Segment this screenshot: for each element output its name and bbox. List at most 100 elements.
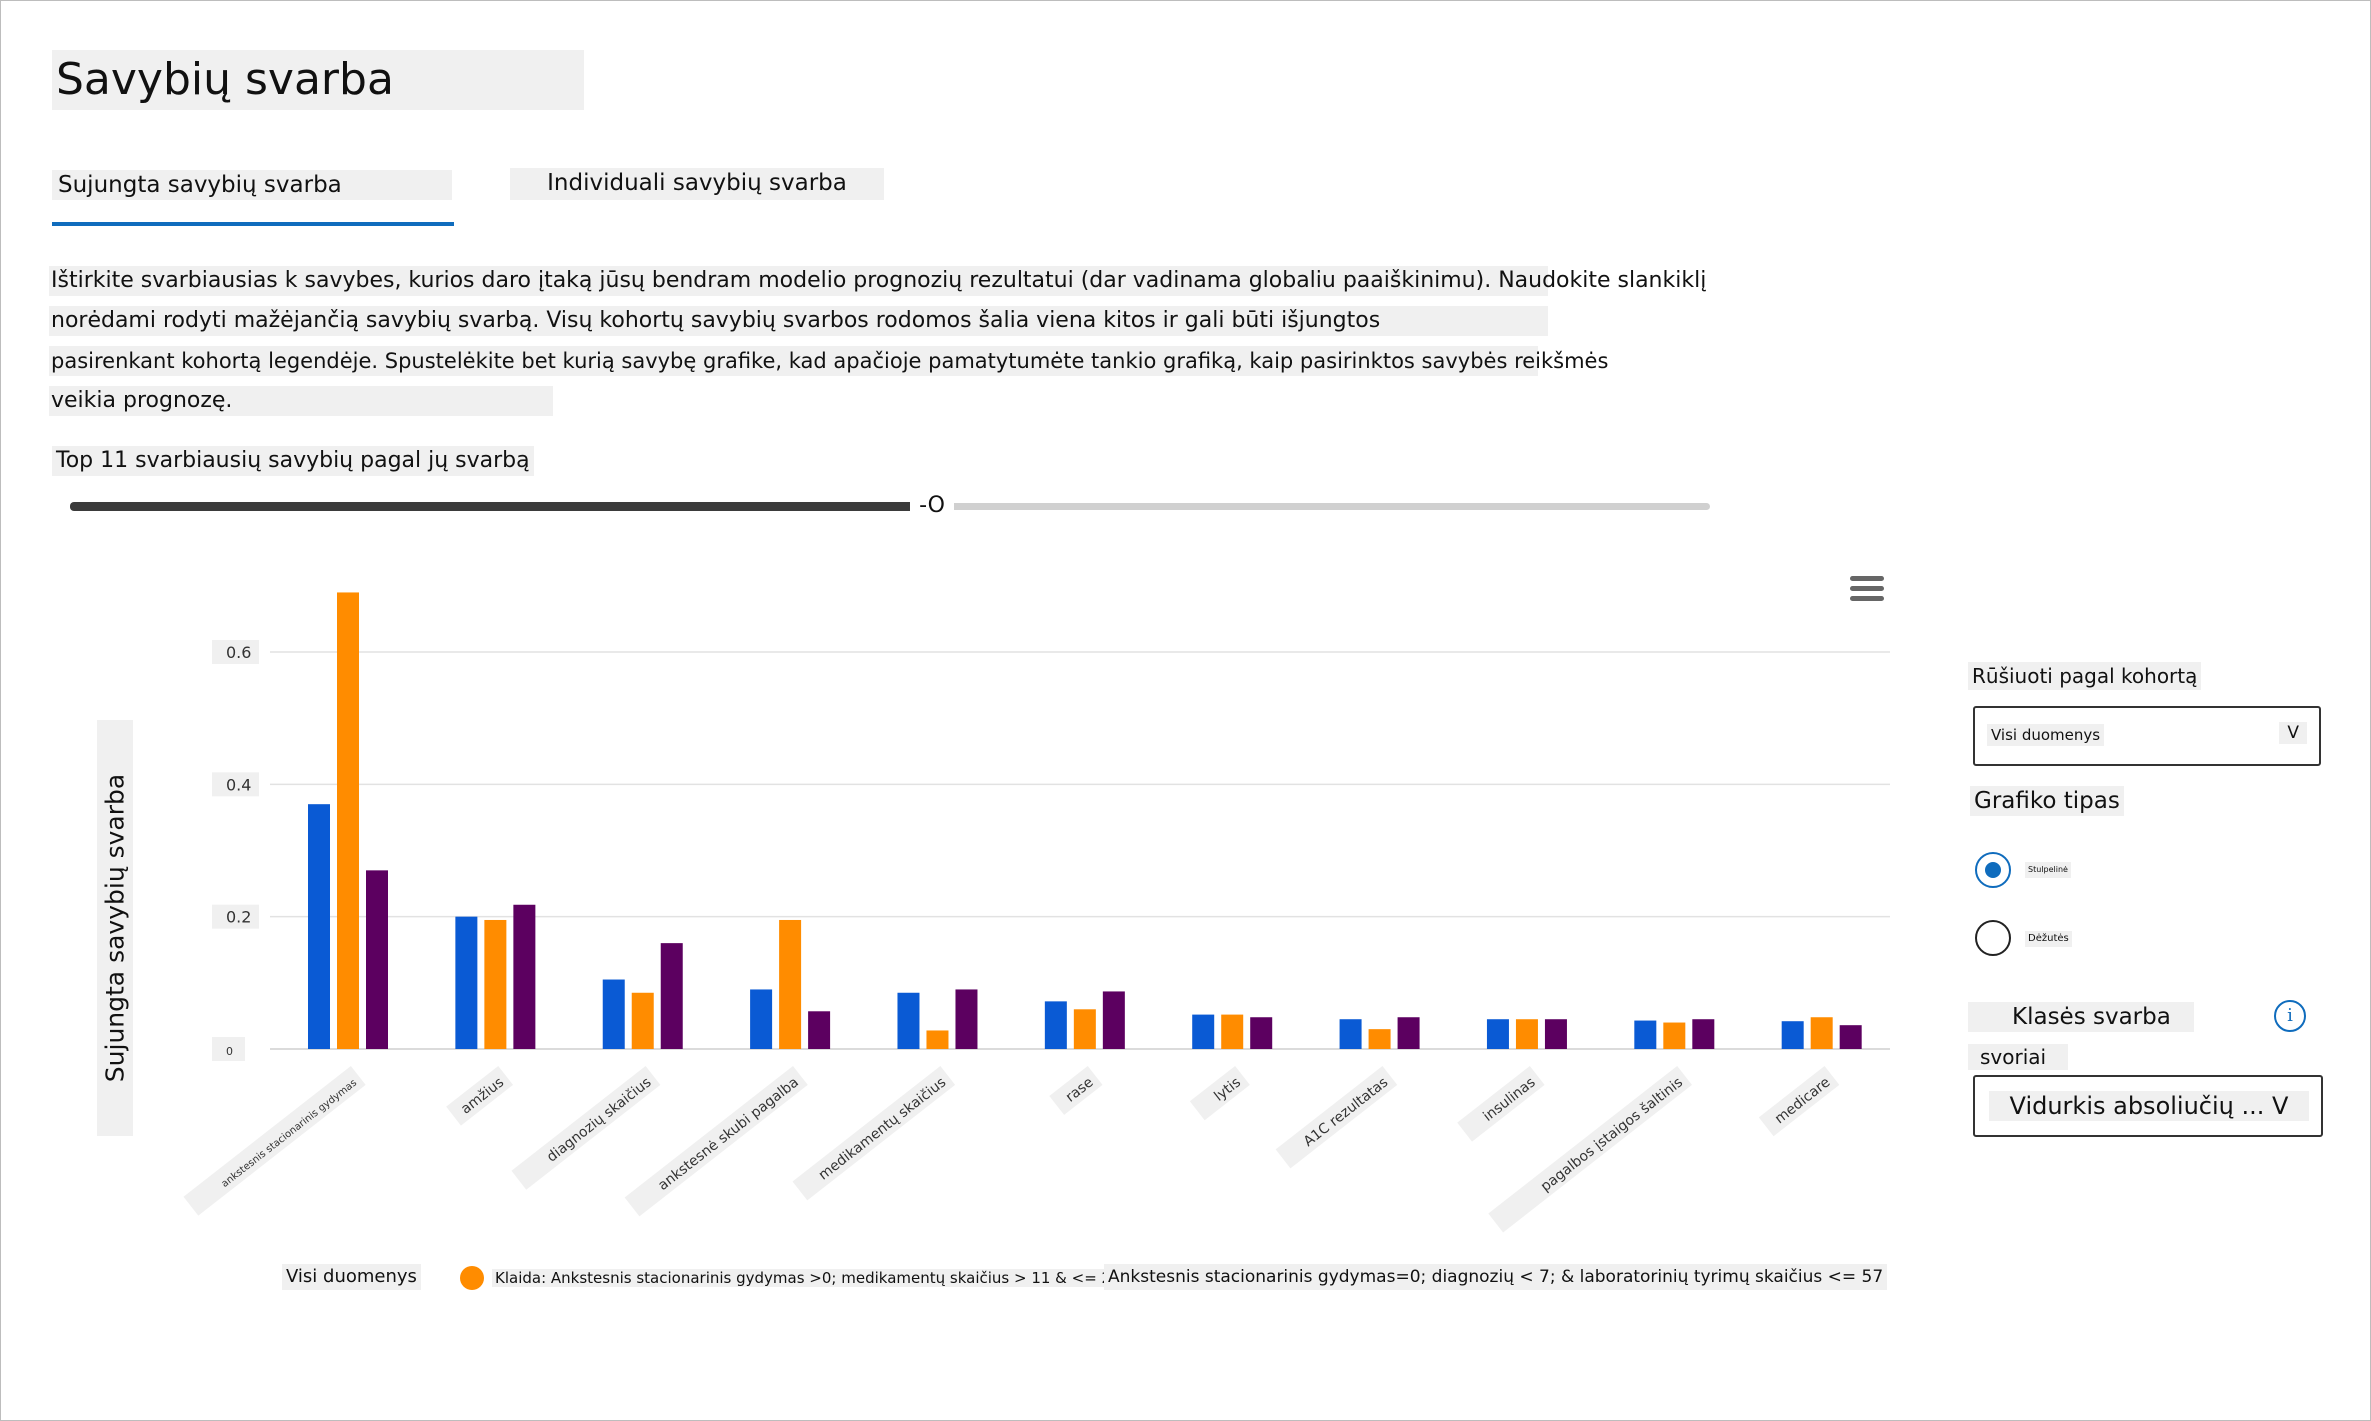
legend-item-second-cohort[interactable]: Ankstesnis stacionarinis gydymas=0; diag…: [1104, 1264, 1888, 1290]
sort-by-cohort-label: Rūšiuoti pagal kohortą: [1968, 662, 2202, 690]
chevron-down-icon: V: [2279, 722, 2307, 744]
x-tick-label-group: rase: [1049, 1065, 1103, 1115]
y-tick-label-bg: [212, 1037, 245, 1061]
top-k-slider-thumb[interactable]: -O: [910, 490, 954, 524]
bar[interactable]: [1368, 1029, 1391, 1049]
bar[interactable]: [1663, 1022, 1686, 1049]
legend-item-all-data[interactable]: Visi duomenys: [282, 1264, 421, 1290]
bar[interactable]: [484, 919, 507, 1049]
y-tick-label: 0.4: [226, 775, 251, 794]
x-tick-label-group: diagnozių skaičius: [511, 1065, 661, 1190]
y-tick-label-bg: [212, 772, 259, 797]
bar[interactable]: [1102, 991, 1125, 1049]
x-tick-label-group: medicare: [1758, 1065, 1840, 1137]
x-tick-label-bg: [624, 1065, 808, 1217]
bar[interactable]: [308, 804, 330, 1049]
description-line-2: norėdami rodyti mažėjančią savybių svarb…: [49, 306, 1548, 336]
chart-type-box-label: Dėžutės: [2025, 931, 2072, 947]
chart-type-box-radio[interactable]: [1975, 920, 2011, 956]
bar[interactable]: [750, 989, 773, 1049]
class-weights-label: svoriai: [1968, 1044, 2068, 1070]
y-axis-label-background: [97, 720, 133, 1136]
chart-type-label: Grafiko tipas: [1970, 786, 2124, 816]
class-weights-dropdown[interactable]: Vidurkis absoliučių ... V: [1973, 1075, 2323, 1137]
bar[interactable]: [660, 943, 683, 1049]
bar[interactable]: [1192, 1014, 1215, 1049]
x-tick-label: ankstesnė skubi pagalba: [655, 1074, 802, 1193]
info-icon[interactable]: i: [2274, 1000, 2306, 1032]
radio-selected-dot: [1985, 862, 2001, 878]
bar[interactable]: [1221, 1014, 1244, 1049]
bar[interactable]: [1073, 1009, 1096, 1049]
x-tick-label-bg: [1275, 1065, 1398, 1169]
x-tick-label-bg: [183, 1065, 366, 1216]
active-tab-indicator: [52, 222, 454, 226]
x-tick-label-bg: [446, 1065, 514, 1126]
bar[interactable]: [1544, 1019, 1567, 1049]
x-tick-label-bg: [1488, 1065, 1692, 1233]
x-tick-label-group: ankstesnis stacionarinis gydymas: [183, 1065, 366, 1216]
hamburger-menu-icon[interactable]: [1850, 576, 1884, 604]
legend-swatch-orange: [460, 1265, 484, 1290]
x-tick-label-group: medikamentų skaičius: [792, 1065, 956, 1201]
x-tick-label: A1C rezultatas: [1301, 1074, 1391, 1150]
legend-item-error-cohort[interactable]: Klaida: Ankstesnis stacionarinis gydymas…: [460, 1264, 1124, 1290]
description-line-3: pasirenkant kohortą legendėje. Spustelėk…: [49, 346, 1608, 376]
bar[interactable]: [1515, 1019, 1538, 1049]
x-tick-label-group: insulinas: [1457, 1065, 1545, 1142]
bar[interactable]: [337, 592, 359, 1049]
legend-item-error-cohort-label: Klaida: Ankstesnis stacionarinis gydymas…: [492, 1268, 1124, 1287]
bar[interactable]: [1486, 1019, 1509, 1049]
page-title: Savybių svarba: [52, 50, 584, 110]
bar[interactable]: [1634, 1020, 1657, 1049]
bar[interactable]: [779, 919, 802, 1049]
x-tick-label-group: lytis: [1189, 1065, 1250, 1121]
x-tick-label-bg: [1457, 1065, 1545, 1142]
top-k-slider-fill: [70, 502, 932, 511]
x-tick-label-bg: [792, 1065, 956, 1201]
bar[interactable]: [1810, 1017, 1833, 1049]
x-tick-label: medikamentų skaičius: [816, 1074, 949, 1183]
x-tick-label: diagnozių skaičius: [544, 1074, 654, 1165]
x-tick-label-bg: [511, 1065, 661, 1190]
bar[interactable]: [808, 1011, 831, 1049]
y-tick-label-bg: [212, 904, 259, 929]
x-tick-label-group: A1C rezultatas: [1275, 1065, 1398, 1169]
x-tick-label-bg: [1189, 1065, 1250, 1121]
x-tick-label: pagalbos įstaigos šaltinis: [1538, 1074, 1686, 1195]
class-importance-label: Klasės svarba: [1968, 1002, 2194, 1032]
x-tick-label: ankstesnis stacionarinis gydymas: [220, 1078, 359, 1190]
bar[interactable]: [513, 904, 536, 1049]
bar[interactable]: [1781, 1021, 1804, 1049]
description-line-4: veikia prognozę.: [49, 386, 553, 416]
bar[interactable]: [1044, 1001, 1067, 1049]
sort-by-cohort-dropdown[interactable]: Visi duomenys V: [1973, 706, 2321, 766]
bar[interactable]: [1397, 1017, 1420, 1049]
bar[interactable]: [455, 916, 478, 1049]
chart-type-bar-radio[interactable]: [1975, 852, 2011, 888]
y-tick-label: 0: [226, 1045, 233, 1058]
chart-type-bar-label: Stulpelinė: [2025, 862, 2071, 878]
class-weights-value: Vidurkis absoliučių ... V: [1989, 1091, 2309, 1121]
bar[interactable]: [955, 989, 978, 1049]
sort-by-cohort-value: Visi duomenys: [1987, 724, 2105, 746]
bar[interactable]: [1692, 1019, 1715, 1049]
bar[interactable]: [897, 992, 920, 1049]
bar[interactable]: [602, 979, 625, 1049]
description-line-1: Ištirkite svarbiausias k savybes, kurios…: [49, 266, 1706, 296]
bar[interactable]: [1250, 1017, 1273, 1049]
y-tick-label: 0.2: [226, 908, 251, 927]
slider-label: Top 11 svarbiausių savybių pagal jų svar…: [52, 446, 534, 476]
bar[interactable]: [631, 992, 654, 1049]
bar[interactable]: [1339, 1019, 1362, 1049]
tab-individual-importance[interactable]: Individuali savybių svarba: [510, 168, 884, 200]
bar[interactable]: [1839, 1025, 1862, 1049]
x-tick-label-bg: [1049, 1065, 1103, 1115]
bar[interactable]: [366, 870, 388, 1049]
y-tick-label-bg: [212, 640, 259, 664]
tab-combined-importance[interactable]: Sujungta savybių svarba: [52, 170, 452, 200]
y-tick-label: 0.6: [226, 643, 251, 662]
bar[interactable]: [926, 1030, 949, 1049]
x-tick-label-group: amžius: [446, 1065, 514, 1126]
